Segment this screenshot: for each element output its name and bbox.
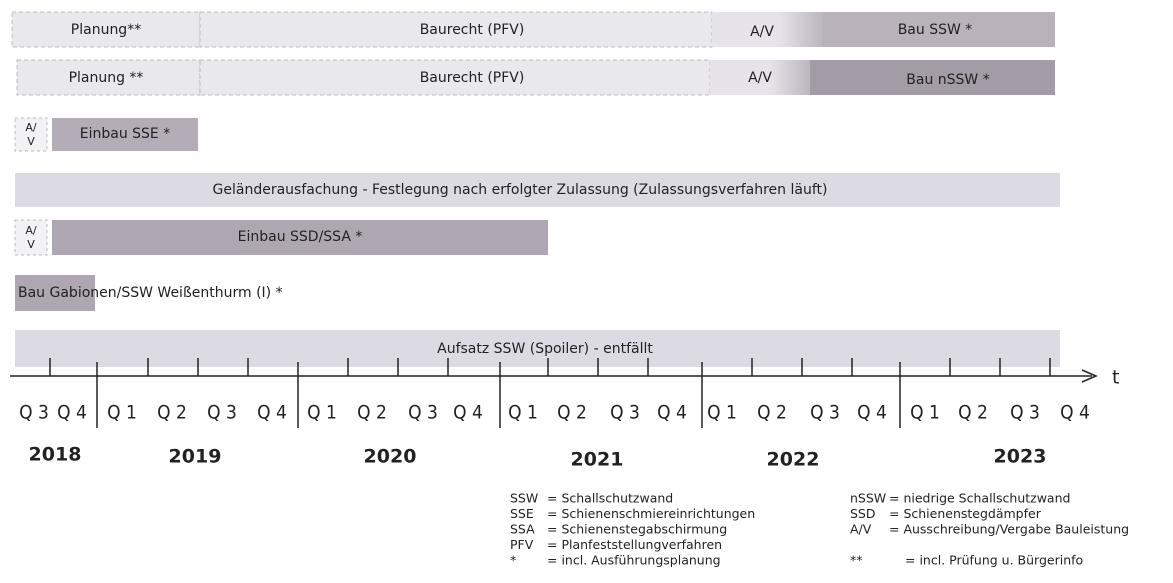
legend-text: = Schienenstegdämpfer bbox=[889, 506, 1042, 521]
quarter-label: Q 4 bbox=[453, 402, 483, 424]
label: Planung ** bbox=[69, 70, 144, 86]
label: Aufsatz SSW (Spoiler) - entfällt bbox=[437, 341, 653, 357]
axis-label: t bbox=[1112, 367, 1119, 389]
label: A/ bbox=[25, 121, 37, 134]
legend-abbr: SSE bbox=[510, 506, 534, 521]
bar bbox=[14, 219, 48, 256]
quarter-label: Q 3 bbox=[1010, 402, 1040, 424]
timeline-axis bbox=[10, 358, 1098, 428]
legend-abbr: SSA bbox=[510, 522, 535, 537]
legend-text: = Schienenstegabschirmung bbox=[547, 522, 727, 537]
legend-text: = Planfeststellungverfahren bbox=[547, 537, 722, 552]
quarter-label: Q 4 bbox=[257, 402, 287, 424]
year-label: 2018 bbox=[29, 444, 82, 466]
legend-text: = Ausschreibung/Vergabe Bauleistung bbox=[889, 522, 1129, 537]
quarter-label: Q 4 bbox=[857, 402, 887, 424]
label: Bau SSW * bbox=[898, 22, 973, 38]
year-label: 2021 bbox=[571, 449, 624, 471]
bar bbox=[199, 59, 711, 96]
quarter-label: Q 2 bbox=[557, 402, 587, 424]
quarter-label: Q 1 bbox=[508, 402, 538, 424]
row: Planung** Baurecht (PFV) A/V Bau SSW * bbox=[11, 11, 1055, 48]
bar bbox=[710, 60, 810, 95]
quarter-label: Q 3 bbox=[19, 402, 49, 424]
year-label: 2020 bbox=[364, 446, 417, 468]
legend-abbr: PFV bbox=[510, 537, 534, 552]
quarter-label: Q 3 bbox=[810, 402, 840, 424]
quarter-label: Q 2 bbox=[958, 402, 988, 424]
legend-abbr: A/V bbox=[850, 522, 872, 537]
legend-abbr: * bbox=[510, 553, 516, 568]
quarter-label: Q 3 bbox=[610, 402, 640, 424]
bar bbox=[11, 11, 201, 48]
label: A/V bbox=[748, 70, 772, 86]
bar bbox=[199, 11, 713, 48]
label: Einbau SSD/SSA * bbox=[238, 229, 363, 245]
bar bbox=[52, 220, 548, 255]
legend-text: = Schienenschmiereinrichtungen bbox=[547, 506, 755, 521]
label: Geländerausfachung - Festlegung nach erf… bbox=[213, 182, 828, 198]
legend-text: = incl. Ausführungsplanung bbox=[547, 553, 721, 568]
quarter-label: Q 1 bbox=[707, 402, 737, 424]
year-label: 2022 bbox=[767, 449, 820, 471]
label: A/V bbox=[750, 24, 774, 40]
legend-abbr: ** bbox=[850, 553, 863, 568]
quarter-label: Q 1 bbox=[910, 402, 940, 424]
label: V bbox=[27, 238, 35, 251]
label: Baurecht (PFV) bbox=[420, 22, 525, 38]
quarter-label: Q 2 bbox=[757, 402, 787, 424]
bar bbox=[712, 12, 822, 47]
row: A/ V Einbau SSE * bbox=[14, 117, 198, 152]
quarter-label: Q 1 bbox=[107, 402, 137, 424]
quarter-label: Q 4 bbox=[57, 402, 87, 424]
quarter-label: Q 2 bbox=[157, 402, 187, 424]
legend-text: = incl. Prüfung u. Bürgerinfo bbox=[905, 553, 1083, 568]
legend-abbr: SSD bbox=[850, 506, 876, 521]
bar bbox=[822, 12, 1055, 47]
quarter-label: Q 4 bbox=[657, 402, 687, 424]
legend-abbr: SSW bbox=[510, 491, 538, 506]
bar bbox=[810, 60, 1055, 95]
quarter-label: Q 4 bbox=[1060, 402, 1090, 424]
bar bbox=[15, 330, 1060, 367]
year-label: 2019 bbox=[169, 446, 222, 468]
year-label: 2023 bbox=[994, 446, 1047, 468]
bar bbox=[16, 59, 201, 96]
label: Planung** bbox=[71, 22, 141, 38]
legend-text: = Schallschutzwand bbox=[547, 491, 673, 506]
bar bbox=[15, 275, 95, 311]
row: Planung ** Baurecht (PFV) A/V Bau nSSW * bbox=[16, 59, 1055, 96]
label: V bbox=[27, 135, 35, 148]
label: Bau nSSW * bbox=[906, 72, 989, 88]
label: A/ bbox=[25, 224, 37, 237]
legend-abbr: nSSW bbox=[850, 491, 886, 506]
bar bbox=[15, 173, 1060, 207]
label: Baurecht (PFV) bbox=[420, 70, 525, 86]
label: Bau Gabionen/SSW Weißenthurm (I) * bbox=[18, 285, 283, 301]
legend: SSW = Schallschutzwand SSE = Schienenschmie… bbox=[510, 491, 1129, 568]
bar bbox=[14, 117, 48, 152]
row: A/ V Einbau SSD/SSA * bbox=[14, 219, 548, 256]
legend-text: = niedrige Schallschutzwand bbox=[889, 491, 1070, 506]
bar bbox=[52, 118, 198, 151]
quarter-label: Q 2 bbox=[357, 402, 387, 424]
quarter-label: Q 3 bbox=[408, 402, 438, 424]
quarter-label: Q 3 bbox=[207, 402, 237, 424]
quarter-label: Q 1 bbox=[307, 402, 337, 424]
label: Einbau SSE * bbox=[80, 126, 170, 142]
